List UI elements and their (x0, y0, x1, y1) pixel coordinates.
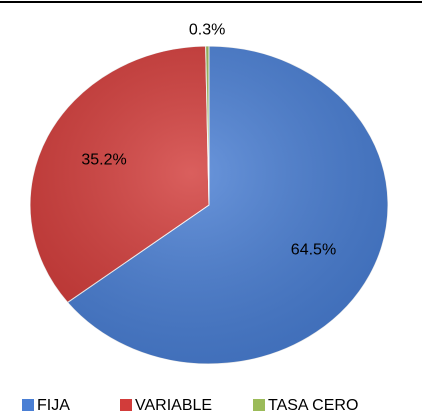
legend: FIJA VARIABLE TASA CERO (22, 397, 358, 414)
legend-swatch (253, 399, 265, 411)
data-label: 0.3% (189, 21, 225, 38)
data-labels: 64.5% 35.2% 0.3% (81, 21, 336, 258)
legend-label: VARIABLE (135, 397, 212, 414)
legend-label: TASA CERO (268, 397, 358, 414)
legend-label: FIJA (37, 397, 70, 414)
legend-swatch (22, 399, 34, 411)
legend-swatch (120, 399, 132, 411)
data-label: 64.5% (291, 242, 336, 259)
pie (29, 45, 389, 365)
data-label: 35.2% (81, 152, 126, 169)
